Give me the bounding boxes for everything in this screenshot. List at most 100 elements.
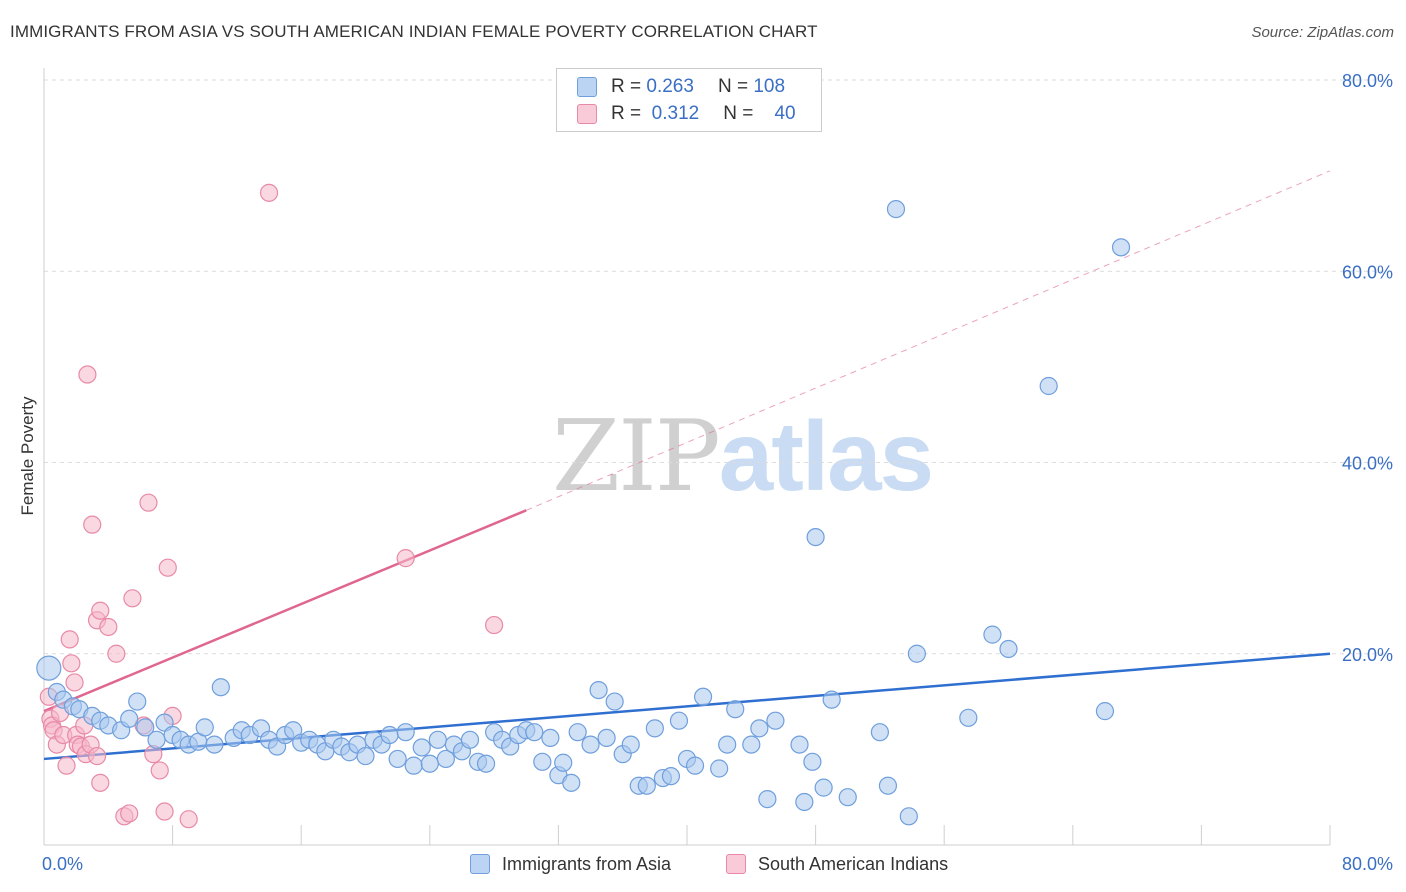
trend-lines	[43, 170, 1331, 761]
asia-point	[554, 753, 573, 772]
asia-point	[886, 199, 906, 219]
asia-point	[589, 680, 608, 700]
watermark: ZIPatlas	[552, 400, 934, 514]
asia-point	[726, 700, 745, 719]
legend-n-value-sa: 40	[774, 103, 796, 124]
asia-point	[766, 711, 785, 730]
legend-row-sa: R = 0.312 N = 40	[577, 102, 796, 126]
asia-point	[1095, 702, 1115, 721]
x-tick-label: 0.0%	[42, 854, 83, 874]
tick-labels: 20.0% 40.0% 60.0% 80.0% 0.0% 80.0%	[42, 71, 1393, 874]
asia-point	[404, 756, 423, 775]
watermark-zip: ZIP	[552, 400, 721, 514]
sa-point	[91, 601, 110, 620]
asia-point	[36, 655, 62, 681]
sa-point	[99, 617, 118, 637]
bottom-legend-swatch-sa	[726, 854, 746, 874]
asia-point	[822, 690, 841, 709]
asia-point	[710, 759, 729, 778]
asia-point	[597, 728, 616, 748]
sa-point	[65, 673, 84, 692]
sa-point	[396, 549, 415, 568]
asia-point	[645, 719, 664, 738]
asia-point	[195, 718, 214, 737]
sa-point	[60, 630, 79, 649]
sa-point	[158, 558, 177, 577]
sa-point	[107, 644, 126, 663]
legend-n-value-asia: 108	[753, 76, 786, 97]
legend-r-label: R =	[611, 76, 642, 97]
asia-point	[795, 792, 814, 812]
sa-point	[139, 493, 158, 512]
asia-point	[814, 778, 833, 797]
asia-point	[878, 776, 898, 795]
trend-line-sa-extended	[526, 170, 1331, 511]
chart-title: IMMIGRANTS FROM ASIA VS SOUTH AMERICAN I…	[10, 22, 818, 41]
bottom-legend-label-sa: South American Indians	[758, 853, 949, 874]
trend-line-asia	[43, 652, 1331, 761]
asia-point	[120, 709, 139, 728]
sa-point	[123, 589, 142, 608]
asia-point	[999, 639, 1018, 659]
series-immigrants-from-asia	[36, 199, 1131, 826]
sa-point	[485, 615, 504, 635]
asia-point	[718, 735, 737, 754]
asia-point	[685, 756, 705, 775]
asia-point	[428, 730, 447, 749]
asia-point	[396, 723, 415, 742]
asia-point	[870, 723, 890, 742]
source-label: Source: ZipAtlas.com	[1251, 24, 1394, 41]
sa-point	[78, 365, 97, 384]
asia-point	[838, 788, 857, 807]
asia-point	[128, 692, 147, 711]
bottom-legend-swatch-asia	[470, 854, 490, 874]
asia-point	[533, 752, 552, 771]
correlation-legend: R = 0.263 N = 108 R = 0.312 N = 40	[556, 68, 822, 132]
asia-point	[356, 746, 375, 766]
asia-point	[1111, 238, 1131, 257]
asia-point	[476, 754, 496, 773]
sa-point	[91, 773, 110, 792]
bottom-legend-sa: South American Indians	[726, 852, 948, 876]
asia-point	[436, 749, 455, 769]
bottom-legend-label-asia: Immigrants from Asia	[502, 853, 672, 874]
series-south-american-indians	[39, 183, 504, 829]
y-tick-label: 60.0%	[1342, 262, 1393, 282]
asia-point	[412, 738, 431, 757]
asia-point	[803, 752, 822, 771]
asia-point	[959, 708, 978, 727]
asia-point	[420, 754, 439, 773]
asia-point	[621, 735, 640, 754]
legend-r-label: R =	[611, 103, 642, 124]
y-tick-label: 40.0%	[1342, 454, 1393, 474]
asia-point	[742, 735, 761, 754]
legend-n-label: N =	[717, 76, 749, 97]
sa-point	[83, 515, 102, 534]
asia-point	[669, 711, 689, 730]
asia-point	[637, 776, 656, 795]
asia-point	[661, 767, 681, 786]
asia-point	[541, 728, 560, 748]
asia-point	[790, 735, 809, 754]
sa-point	[87, 746, 107, 766]
y-tick-label: 80.0%	[1342, 71, 1393, 91]
legend-swatch-asia	[577, 77, 597, 97]
legend-r-value-asia: 0.263	[646, 76, 694, 97]
asia-point	[806, 527, 825, 547]
legend-swatch-sa	[577, 104, 597, 124]
asia-point	[581, 735, 600, 754]
legend-r-value-sa: 0.312	[651, 103, 700, 124]
asia-point	[211, 678, 230, 697]
trend-line-sa	[43, 509, 527, 713]
asia-point	[907, 644, 926, 663]
asia-point	[205, 735, 224, 754]
asia-point	[983, 625, 1002, 644]
sa-point	[57, 756, 76, 775]
legend-n-label: N =	[723, 103, 754, 124]
y-axis-label: Female Poverty	[18, 396, 37, 516]
asia-point	[693, 687, 713, 706]
sa-point	[62, 654, 81, 673]
asia-point	[605, 692, 624, 711]
asia-point	[899, 807, 918, 826]
